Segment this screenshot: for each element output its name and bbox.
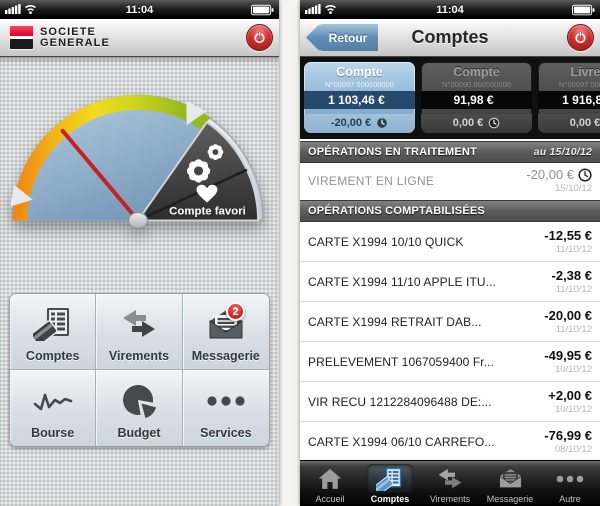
more-dots-icon <box>547 464 593 493</box>
balance: 1 103,46 € <box>304 91 415 109</box>
pending-strip: -20,00 € <box>304 114 415 133</box>
transaction-row[interactable]: CARTE X1994 10/10 QUICK -12,55 €11/10/12 <box>300 222 600 262</box>
transaction-row[interactable]: VIR RECU 1212284096488 DE:... +2,00 €10/… <box>300 382 600 422</box>
unread-count-badge: 2 <box>226 302 245 321</box>
stocks-icon <box>32 379 74 423</box>
home-icon <box>307 464 353 493</box>
transfers-icon <box>427 464 473 493</box>
favorite-account-label: Compte favori <box>169 206 246 218</box>
status-bar: 11:04 <box>0 0 279 19</box>
power-icon <box>254 31 265 44</box>
transfers-icon <box>118 302 160 346</box>
mail-icon <box>487 464 533 493</box>
logout-power-button[interactable] <box>567 24 594 51</box>
wedge-divider <box>139 168 247 221</box>
home-main-area: Compte favori Comptes Virements <box>0 57 279 506</box>
nav-bar: Retour Comptes <box>300 19 600 57</box>
tab-virements[interactable]: Virements <box>420 461 480 506</box>
menu-item-services[interactable]: Services <box>182 370 269 446</box>
gauge-left-notch <box>10 184 33 207</box>
clock-icon <box>488 117 500 129</box>
transaction-row[interactable]: CARTE X1994 RETRAIT DAB... -20,00 €11/10… <box>300 302 600 342</box>
needle-cap <box>127 211 148 230</box>
transaction-row[interactable]: CARTE X1994 06/10 CARREFO... -76,99 €08/… <box>300 422 600 462</box>
gauge-needle <box>60 128 140 223</box>
page-title: Comptes <box>411 27 489 47</box>
transaction-row[interactable]: CARTE X1994 11/10 APPLE ITU... -2,38 €11… <box>300 262 600 302</box>
status-time: 11:04 <box>436 3 464 16</box>
accounts-icon <box>32 302 73 346</box>
menu-item-comptes[interactable]: Comptes <box>10 294 97 370</box>
clock-icon <box>578 167 592 182</box>
small-gear-icon <box>207 144 223 160</box>
section-header-posted: OPÉRATIONS COMPTABILISÉES <box>300 200 600 222</box>
gears-icon[interactable] <box>185 158 212 185</box>
as-of-date: au 15/10/12 <box>533 146 592 158</box>
home-menu-grid: Comptes Virements 2 Messagerie Bourse <box>9 293 270 447</box>
balance: 91,98 € <box>421 91 532 109</box>
accounts-icon <box>367 464 413 493</box>
pending-operation-row[interactable]: VIREMENT EN LIGNE -20,00 € 15/10/12 <box>300 163 600 198</box>
power-icon <box>575 31 586 44</box>
tab-accueil[interactable]: Accueil <box>300 461 360 506</box>
account-card-selected[interactable]: Compte N°00097 000100000 1 103,46 € -20,… <box>304 62 415 133</box>
status-time: 11:04 <box>125 3 154 16</box>
back-button[interactable]: Retour <box>306 24 378 51</box>
pending-strip: 0,00 € <box>538 114 600 133</box>
societe-generale-logo: SOCIETE GENERALE <box>10 26 110 49</box>
signal-wifi-icon <box>5 1 39 19</box>
signal-wifi-icon <box>305 1 339 19</box>
pending-strip: 0,00 € <box>421 114 532 133</box>
tab-bar: Accueil Comptes Virements Messagerie Aut… <box>300 460 600 506</box>
account-card[interactable]: Compte N°00090 000500000 91,98 € 0,00 € <box>421 62 532 133</box>
favorite-account-gauge[interactable]: Compte favori <box>10 88 269 230</box>
menu-item-messagerie[interactable]: 2 Messagerie <box>182 294 269 370</box>
tab-comptes[interactable]: Comptes <box>360 461 420 506</box>
gauge-settings-wedge[interactable]: Compte favori <box>135 120 259 222</box>
tab-autre[interactable]: Autre <box>540 461 600 506</box>
more-dots-icon <box>204 379 248 423</box>
gauge-right-notch <box>185 100 206 126</box>
balance: 1 916,89 € <box>538 91 600 109</box>
battery-icon <box>251 4 274 16</box>
brand-name: SOCIETE GENERALE <box>40 25 110 49</box>
home-screen: 11:04 SOCIETE GENERALE <box>0 0 279 506</box>
account-card-carousel[interactable]: Compte N°00097 000100000 1 103,46 € -20,… <box>300 57 600 139</box>
logout-power-button[interactable] <box>246 24 273 51</box>
tab-messagerie[interactable]: Messagerie <box>480 461 540 506</box>
heart-icon <box>196 184 217 203</box>
gauge-color-rim <box>11 94 210 221</box>
sg-logo-icon <box>10 26 33 49</box>
account-card[interactable]: Livret A N°00097 000300000 1 916,89 € 0,… <box>538 62 600 133</box>
clock-icon <box>377 118 387 128</box>
transaction-row[interactable]: PRELEVEMENT 1067059400 Fr... -49,95 €10/… <box>300 342 600 382</box>
accounts-screen: 11:04 Retour Comptes Compte N°00097 0001… <box>300 0 600 506</box>
status-bar: 11:04 <box>300 0 600 19</box>
pie-chart-icon <box>120 379 158 423</box>
app-header: SOCIETE GENERALE <box>0 19 279 57</box>
section-header-pending: OPÉRATIONS EN TRAITEMENT au 15/10/12 <box>300 141 600 163</box>
menu-item-virements[interactable]: Virements <box>96 294 183 370</box>
battery-icon <box>572 4 595 16</box>
menu-item-bourse[interactable]: Bourse <box>10 370 97 446</box>
menu-item-budget[interactable]: Budget <box>96 370 183 446</box>
